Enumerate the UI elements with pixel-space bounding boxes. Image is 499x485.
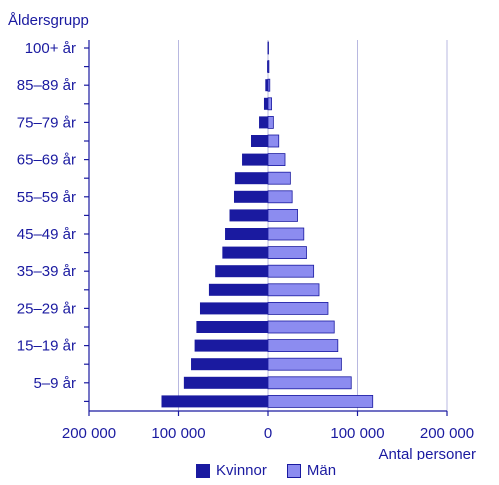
x-tick-label: 0 xyxy=(264,425,272,442)
bar-man xyxy=(267,116,274,129)
bar-man xyxy=(267,97,272,111)
bar-man xyxy=(267,376,352,390)
bar-kvinnor xyxy=(242,153,268,166)
legend-swatch-man xyxy=(286,463,301,478)
y-tick-label: 55–59 år xyxy=(17,189,76,206)
bar-man xyxy=(267,208,298,222)
bar-man xyxy=(267,171,291,185)
x-tick-label: 200 000 xyxy=(62,425,116,442)
bar-kvinnor xyxy=(215,265,268,278)
bar-kvinnor xyxy=(225,228,268,240)
bar-man xyxy=(267,283,320,297)
x-tick-label: 100 000 xyxy=(330,425,384,442)
bar-kvinnor xyxy=(229,209,268,222)
bar-man xyxy=(267,41,269,55)
y-tick-label: 65–69 år xyxy=(17,152,76,169)
bar-man xyxy=(267,246,307,260)
bar-man xyxy=(267,78,271,92)
bar-man xyxy=(267,60,270,73)
legend-swatch-kvinnor xyxy=(196,463,210,478)
x-axis-title: Antal personer xyxy=(378,446,476,460)
bars-layer xyxy=(161,41,374,408)
bar-kvinnor xyxy=(267,60,268,73)
y-axis-title: Åldersgrupp xyxy=(8,12,89,29)
legend: Kvinnor Män xyxy=(196,462,356,479)
bar-kvinnor xyxy=(191,358,268,371)
y-tick-label: 85–89 år xyxy=(17,77,76,94)
x-tick-label: 200 000 xyxy=(420,425,474,442)
y-tick-label: 75–79 år xyxy=(17,114,76,131)
y-tick-label: 15–19 år xyxy=(17,338,76,355)
y-tick-label: 5–9 år xyxy=(33,375,76,392)
population-pyramid-chart: Åldersgrupp Antal personer 200 000 100 00… xyxy=(8,12,476,460)
bar-man xyxy=(267,357,342,371)
legend-item-kvinnor: Kvinnor xyxy=(196,462,267,479)
bar-man xyxy=(267,153,286,167)
bar-kvinnor xyxy=(222,246,268,259)
y-tick-label: 45–49 år xyxy=(17,226,76,243)
bar-kvinnor xyxy=(234,172,268,185)
bar-kvinnor xyxy=(259,116,268,129)
legend-item-man: Män xyxy=(286,462,337,479)
bar-man xyxy=(267,394,374,408)
bar-man xyxy=(267,190,293,204)
bar-man xyxy=(267,134,280,148)
bar-man xyxy=(267,264,315,278)
bar-kvinnor xyxy=(265,79,268,92)
bar-kvinnor xyxy=(233,190,268,203)
bar-man xyxy=(267,320,335,334)
bar-kvinnor xyxy=(250,135,268,147)
legend-label-kvinnor: Kvinnor xyxy=(216,462,267,479)
bar-kvinnor xyxy=(161,395,268,408)
bar-kvinnor xyxy=(183,376,268,389)
bar-man xyxy=(267,301,329,315)
y-tick-label: 25–29 år xyxy=(17,300,76,317)
bar-man xyxy=(267,227,305,241)
bar-kvinnor xyxy=(263,97,268,110)
y-tick-label: 100+ år xyxy=(25,40,76,57)
labels-layer: 200 000 100 000 0 100 000 200 000 100+ år 85–8… xyxy=(17,40,474,442)
bar-kvinnor xyxy=(196,321,268,333)
bar-kvinnor xyxy=(199,302,268,315)
bar-man xyxy=(267,339,339,353)
x-tick-label: 100 000 xyxy=(151,425,205,442)
legend-label-man: Män xyxy=(306,462,337,479)
y-tick-label: 35–39 år xyxy=(17,263,76,280)
axes-layer xyxy=(88,40,447,412)
bar-kvinnor xyxy=(194,339,268,352)
bar-kvinnor xyxy=(208,283,268,296)
